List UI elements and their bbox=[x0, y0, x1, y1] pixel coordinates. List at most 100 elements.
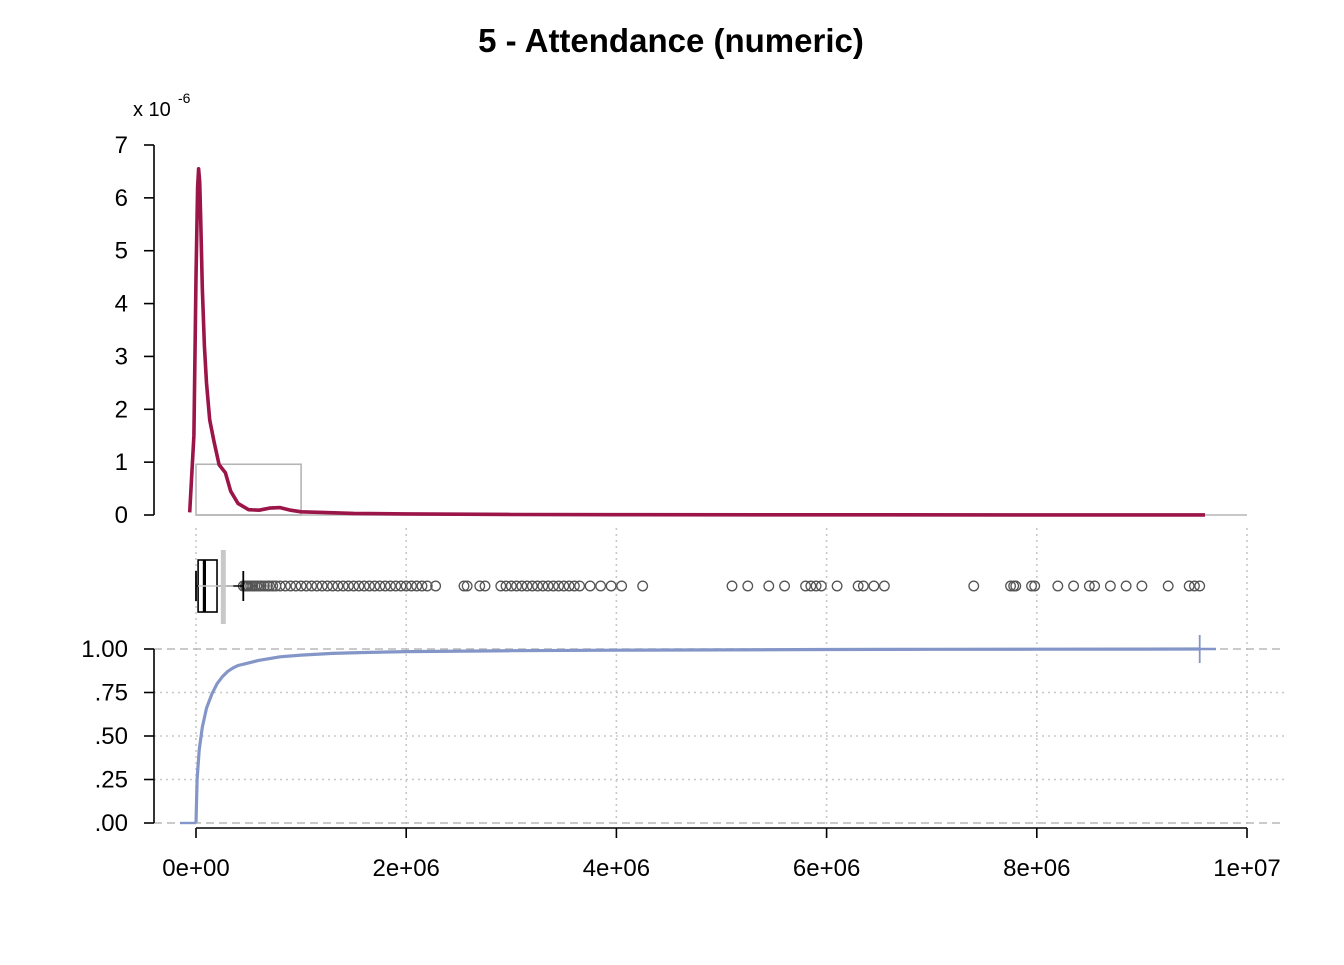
outlier-point-52 bbox=[505, 580, 517, 592]
outlier-point-25 bbox=[321, 580, 333, 592]
density-y-multiplier: x 10 bbox=[133, 99, 171, 121]
outlier-point-100 bbox=[1194, 580, 1206, 592]
outlier-point-74 bbox=[779, 580, 791, 592]
outlier-point-45 bbox=[430, 580, 442, 592]
ecdf-series-line bbox=[194, 647, 1200, 824]
density-y-multiplier-exponent: -6 bbox=[178, 90, 191, 106]
density-overlay-box bbox=[195, 463, 302, 516]
density-panel: 0 1 2 3 4 5 6 7x 10 -6 bbox=[115, 90, 1247, 529]
outlier-point-23 bbox=[311, 580, 323, 592]
outlier-point-49 bbox=[479, 580, 491, 592]
outlier-point-71 bbox=[726, 580, 738, 592]
outlier-point-70 bbox=[637, 580, 649, 592]
outlier-point-28 bbox=[337, 580, 349, 592]
outlier-point-95 bbox=[1120, 580, 1132, 592]
density-series-line bbox=[187, 167, 1205, 517]
outlier-point-10 bbox=[255, 580, 267, 592]
outlier-point-11 bbox=[258, 580, 270, 592]
outlier-point-54 bbox=[516, 580, 528, 592]
outlier-point-75 bbox=[800, 580, 812, 592]
density-y-tick-label-4: 4 bbox=[115, 291, 128, 318]
density-y-tick-label-2: 2 bbox=[115, 396, 128, 423]
ecdf-panel: .00 .25 .50 .75 1.00 bbox=[81, 635, 1216, 837]
outlier-point-64 bbox=[568, 580, 580, 592]
ecdf-y-tick-label-2: .50 bbox=[95, 723, 128, 750]
outlier-point-41 bbox=[406, 580, 417, 592]
outlier-point-82 bbox=[868, 580, 880, 592]
outlier-point-62 bbox=[558, 580, 570, 592]
outlier-point-51 bbox=[500, 580, 512, 592]
outlier-point-63 bbox=[563, 580, 575, 592]
outlier-point-56 bbox=[526, 580, 538, 592]
outlier-point-91 bbox=[1068, 580, 1080, 592]
x-tick-label-3: 6e+06 bbox=[793, 855, 860, 882]
outlier-point-89 bbox=[1029, 580, 1041, 592]
grid-layer bbox=[154, 528, 1285, 826]
outlier-point-72 bbox=[742, 580, 754, 592]
outlier-point-20 bbox=[295, 580, 307, 592]
outlier-point-80 bbox=[852, 580, 864, 592]
outlier-point-46 bbox=[458, 580, 470, 592]
outlier-point-32 bbox=[358, 580, 370, 592]
outlier-point-14 bbox=[267, 580, 279, 592]
outlier-point-40 bbox=[400, 580, 412, 592]
outlier-point-36 bbox=[379, 580, 391, 592]
chart-title: 5 - Attendance (numeric) bbox=[478, 22, 864, 59]
outlier-point-69 bbox=[616, 580, 628, 592]
outlier-point-17 bbox=[279, 580, 291, 592]
outlier-point-43 bbox=[416, 580, 428, 592]
outlier-point-67 bbox=[595, 580, 607, 592]
ecdf-y-tick-label-1: .25 bbox=[95, 767, 128, 794]
outlier-point-19 bbox=[290, 580, 302, 592]
outlier-point-76 bbox=[805, 580, 817, 592]
outlier-point-44 bbox=[421, 580, 433, 592]
outlier-point-81 bbox=[857, 580, 869, 592]
density-y-tick-label-7: 7 bbox=[115, 132, 128, 159]
outlier-point-21 bbox=[300, 580, 312, 592]
outlier-point-24 bbox=[316, 580, 328, 592]
x-tick-label-4: 8e+06 bbox=[1003, 855, 1070, 882]
x-tick-label-2: 4e+06 bbox=[583, 855, 650, 882]
outlier-point-16 bbox=[274, 580, 286, 592]
outlier-point-65 bbox=[574, 580, 586, 592]
outlier-point-94 bbox=[1104, 580, 1116, 592]
density-y-tick-label-1: 1 bbox=[115, 449, 128, 476]
outlier-point-58 bbox=[537, 580, 549, 592]
ecdf-y-tick-label-4: 1.00 bbox=[81, 636, 128, 663]
outlier-point-96 bbox=[1136, 580, 1148, 592]
outlier-point-98 bbox=[1183, 580, 1195, 592]
outlier-point-92 bbox=[1083, 580, 1095, 592]
outlier-point-47 bbox=[461, 580, 473, 592]
outlier-point-39 bbox=[395, 580, 407, 592]
outlier-point-50 bbox=[495, 580, 507, 592]
outlier-point-29 bbox=[342, 580, 354, 592]
outlier-point-77 bbox=[810, 580, 822, 592]
outlier-point-35 bbox=[374, 580, 386, 592]
outlier-point-68 bbox=[605, 580, 617, 592]
outlier-point-30 bbox=[348, 580, 360, 592]
outlier-point-57 bbox=[532, 580, 544, 592]
density-y-tick-label-0: 0 bbox=[115, 502, 128, 529]
outlier-point-93 bbox=[1089, 580, 1101, 592]
outlier-point-31 bbox=[353, 580, 365, 592]
x-tick-label-0: 0e+00 bbox=[162, 855, 229, 882]
x-tick-label-5: 1e+07 bbox=[1213, 855, 1280, 882]
outlier-point-83 bbox=[878, 580, 890, 592]
ecdf-y-tick-label-3: .75 bbox=[95, 680, 128, 707]
outlier-point-99 bbox=[1188, 580, 1200, 592]
outlier-point-85 bbox=[1005, 580, 1016, 592]
outlier-point-73 bbox=[763, 580, 775, 592]
outlier-point-97 bbox=[1162, 580, 1174, 592]
outlier-point-79 bbox=[831, 580, 843, 592]
outlier-point-33 bbox=[363, 580, 375, 592]
density-y-tick-label-5: 5 bbox=[115, 238, 128, 265]
outlier-point-48 bbox=[474, 580, 486, 592]
density-y-tick-label-3: 3 bbox=[115, 343, 128, 370]
outlier-point-42 bbox=[411, 580, 423, 592]
ecdf-y-tick-label-0: .00 bbox=[95, 810, 128, 837]
outlier-point-78 bbox=[815, 580, 827, 592]
outlier-point-37 bbox=[384, 580, 396, 592]
outlier-point-34 bbox=[369, 580, 381, 592]
